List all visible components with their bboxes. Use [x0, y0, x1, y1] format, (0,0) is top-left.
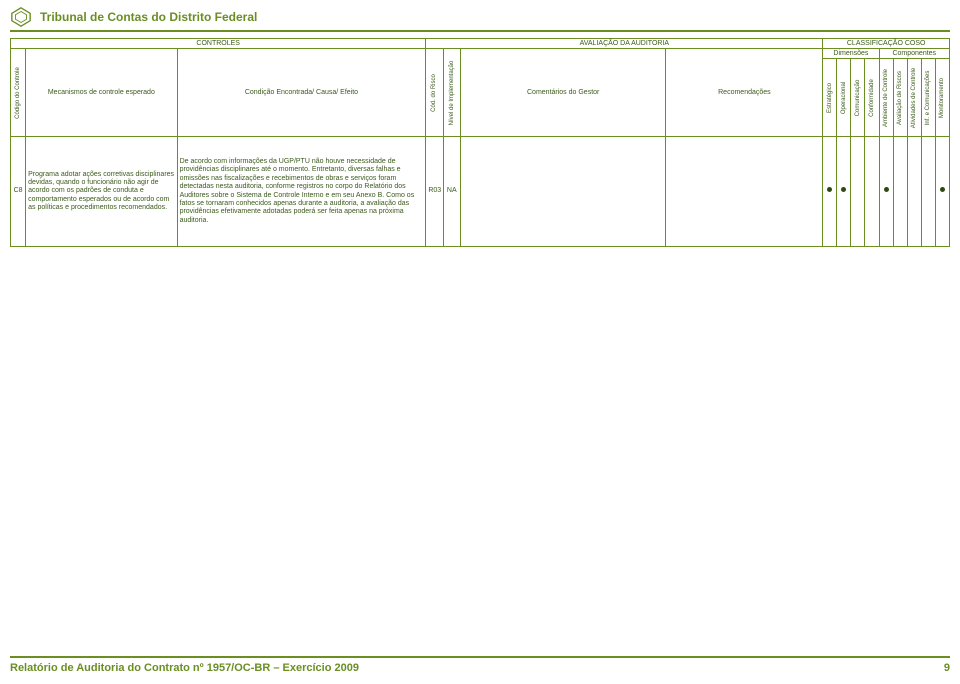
table-row: C8 Programa adotar ações corretivas disc…	[11, 137, 950, 247]
dot-icon	[884, 187, 889, 192]
header-dim-estrategico: Estratégico	[823, 59, 837, 137]
cell-impl: NA	[443, 137, 460, 247]
dot-icon	[940, 187, 945, 192]
header-dimensoes: Dimensões	[823, 49, 879, 59]
cell-condicao: De acordo com informações da UGP/PTU não…	[177, 137, 426, 247]
header-comp-inf: Inf. e Comunicações	[921, 59, 935, 137]
cell-dot-atividades	[907, 137, 921, 247]
header-recomendacoes: Recomendações	[666, 49, 823, 137]
dot-icon	[841, 187, 846, 192]
header-mecanismos: Mecanismos de controle esperado	[26, 49, 177, 137]
header-comentarios: Comentários do Gestor	[460, 49, 666, 137]
comp-avaliacao-label: Avaliação de Riscos	[897, 71, 903, 125]
header-coso: CLASSIFICAÇÃO COSO	[823, 39, 950, 49]
footer-text: Relatório de Auditoria do Contrato nº 19…	[10, 662, 359, 674]
header-avaliacao: AVALIAÇÃO DA AUDITORIA	[426, 39, 823, 49]
footer-page-number: 9	[944, 662, 950, 674]
cell-dot-inf	[921, 137, 935, 247]
header-condicao: Condição Encontrada/ Causa/ Efeito	[177, 49, 426, 137]
header-risco-label: Cód. do Risco	[431, 74, 437, 112]
header-componentes: Componentes	[879, 49, 949, 59]
header-comp-ambiente: Ambiente de Controle	[879, 59, 893, 137]
page-title: Tribunal de Contas do Distrito Federal	[40, 10, 257, 24]
header-comp-avaliacao: Avaliação de Riscos	[893, 59, 907, 137]
dot-icon	[827, 187, 832, 192]
cell-dot-estrategico	[823, 137, 837, 247]
dim-comunicacao-label: Comunicação	[855, 79, 861, 116]
header-impl-label: Nível de Implementação	[449, 60, 455, 125]
tcdf-logo-icon	[10, 6, 32, 28]
header-comp-atividades: Atividades de Controle	[907, 59, 921, 137]
header-controles: CONTROLES	[11, 39, 426, 49]
page-header: Tribunal de Contas do Distrito Federal	[0, 0, 960, 30]
header-comp-monitoramento: Monitoramento	[935, 59, 949, 137]
header-dim-operacional: Operacional	[837, 59, 851, 137]
dim-conformidade-label: Conformidade	[869, 79, 875, 117]
dim-estrategico-label: Estratégico	[827, 82, 833, 112]
header-divider	[10, 30, 950, 32]
header-dim-conformidade: Conformidade	[865, 59, 879, 137]
cell-risco: R03	[426, 137, 443, 247]
cell-codigo: C8	[11, 137, 26, 247]
cell-dot-operacional	[837, 137, 851, 247]
header-row-1: CONTROLES AVALIAÇÃO DA AUDITORIA CLASSIF…	[11, 39, 950, 49]
cell-dot-avaliacao	[893, 137, 907, 247]
cell-dot-conformidade	[865, 137, 879, 247]
header-dim-comunicacao: Comunicação	[851, 59, 865, 137]
header-risco: Cód. do Risco	[426, 49, 443, 137]
cell-dot-monitoramento	[935, 137, 949, 247]
header-codigo-label: Código do Controle	[15, 67, 21, 119]
footer-divider	[10, 656, 950, 658]
cell-comentarios	[460, 137, 666, 247]
cell-dot-ambiente	[879, 137, 893, 247]
comp-monitoramento-label: Monitoramento	[939, 77, 945, 117]
cell-recomendacoes	[666, 137, 823, 247]
cell-dot-comunicacao	[851, 137, 865, 247]
header-row-2: Código do Controle Mecanismos de control…	[11, 49, 950, 59]
audit-table: CONTROLES AVALIAÇÃO DA AUDITORIA CLASSIF…	[10, 38, 950, 247]
dim-operacional-label: Operacional	[841, 81, 847, 113]
page-footer: Relatório de Auditoria do Contrato nº 19…	[10, 656, 950, 674]
comp-ambiente-label: Ambiente de Controle	[883, 68, 889, 126]
header-codigo: Código do Controle	[11, 49, 26, 137]
header-impl: Nível de Implementação	[443, 49, 460, 137]
comp-atividades-label: Atividades de Controle	[911, 67, 917, 127]
comp-inf-label: Inf. e Comunicações	[925, 70, 931, 125]
cell-mecanismos: Programa adotar ações corretivas discipl…	[26, 137, 177, 247]
